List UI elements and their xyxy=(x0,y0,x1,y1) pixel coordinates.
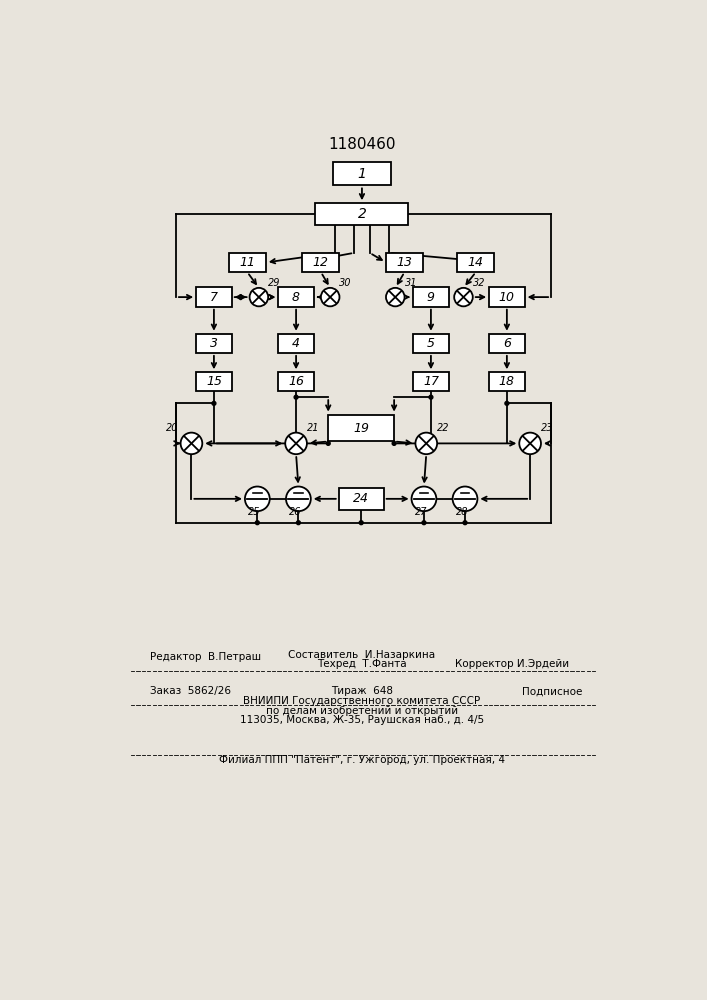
Circle shape xyxy=(359,521,363,525)
Bar xyxy=(489,287,525,307)
Text: Корректор И.Эрдейи: Корректор И.Эрдейи xyxy=(455,659,569,669)
Text: 5: 5 xyxy=(427,337,435,350)
Text: 6: 6 xyxy=(503,337,511,350)
Text: Составитель  И.Назаркина: Составитель И.Назаркина xyxy=(288,650,436,660)
Text: 13: 13 xyxy=(397,256,413,269)
Text: 15: 15 xyxy=(206,375,222,388)
Bar xyxy=(328,415,394,441)
Circle shape xyxy=(255,521,259,525)
Text: 30: 30 xyxy=(339,278,352,288)
Text: 27: 27 xyxy=(414,507,427,517)
Text: 9: 9 xyxy=(427,291,435,304)
Circle shape xyxy=(452,487,477,511)
Text: 18: 18 xyxy=(499,375,515,388)
Text: Техред  Т.Фанта: Техред Т.Фанта xyxy=(317,659,407,669)
Bar xyxy=(339,488,384,510)
Circle shape xyxy=(505,401,509,405)
Circle shape xyxy=(286,487,311,511)
Text: Редактор  В.Петраш: Редактор В.Петраш xyxy=(151,652,262,662)
Text: 25: 25 xyxy=(248,507,260,517)
Circle shape xyxy=(416,433,437,454)
Bar xyxy=(196,287,232,307)
Circle shape xyxy=(422,521,426,525)
Text: Заказ  5862/26: Заказ 5862/26 xyxy=(151,686,231,696)
Circle shape xyxy=(327,441,330,445)
Text: 17: 17 xyxy=(423,375,439,388)
Circle shape xyxy=(245,487,270,511)
Circle shape xyxy=(392,441,396,445)
Bar xyxy=(196,372,232,391)
Text: 32: 32 xyxy=(473,278,485,288)
Text: по делам изобретений и открытий: по делам изобретений и открытий xyxy=(266,706,458,716)
Text: 12: 12 xyxy=(313,256,329,269)
Bar xyxy=(413,334,449,353)
Bar xyxy=(333,162,391,185)
Text: 24: 24 xyxy=(354,492,369,505)
Text: 29: 29 xyxy=(268,278,281,288)
Text: 19: 19 xyxy=(354,422,369,434)
Bar xyxy=(315,203,409,225)
Circle shape xyxy=(212,401,216,405)
Text: 113035, Москва, Ж-35, Раушская наб., д. 4/5: 113035, Москва, Ж-35, Раушская наб., д. … xyxy=(240,715,484,725)
Circle shape xyxy=(429,395,433,399)
Circle shape xyxy=(463,521,467,525)
Circle shape xyxy=(411,487,436,511)
Circle shape xyxy=(386,288,404,306)
Text: 1180460: 1180460 xyxy=(328,137,396,152)
Bar xyxy=(196,334,232,353)
Circle shape xyxy=(519,433,541,454)
Text: 20: 20 xyxy=(165,423,178,433)
Text: 10: 10 xyxy=(499,291,515,304)
Bar xyxy=(489,372,525,391)
Circle shape xyxy=(296,521,300,525)
Bar xyxy=(279,334,314,353)
Bar xyxy=(386,253,423,272)
Text: 26: 26 xyxy=(289,507,302,517)
Text: 8: 8 xyxy=(292,291,300,304)
Bar xyxy=(279,287,314,307)
Text: Тираж  648: Тираж 648 xyxy=(331,686,393,696)
Bar xyxy=(413,372,449,391)
Text: 28: 28 xyxy=(456,507,468,517)
Text: ВНИИПИ Государственного комитета СССР: ВНИИПИ Государственного комитета СССР xyxy=(243,696,481,706)
Circle shape xyxy=(321,288,339,306)
Text: Подписное: Подписное xyxy=(522,686,583,696)
Bar xyxy=(457,253,494,272)
Bar xyxy=(279,372,314,391)
Text: 16: 16 xyxy=(288,375,304,388)
Circle shape xyxy=(180,433,202,454)
Bar xyxy=(303,253,339,272)
Bar xyxy=(489,334,525,353)
Circle shape xyxy=(454,288,473,306)
Bar xyxy=(228,253,266,272)
Circle shape xyxy=(294,395,298,399)
Text: 3: 3 xyxy=(210,337,218,350)
Text: 1: 1 xyxy=(358,167,366,181)
Text: 4: 4 xyxy=(292,337,300,350)
Circle shape xyxy=(250,288,268,306)
Text: 2: 2 xyxy=(358,207,366,221)
Text: 31: 31 xyxy=(404,278,417,288)
Circle shape xyxy=(285,433,307,454)
Text: Филиал ППП "Патент", г. Ужгород, ул. Проектная, 4: Филиал ППП "Патент", г. Ужгород, ул. Про… xyxy=(219,755,505,765)
Text: 23: 23 xyxy=(541,423,554,433)
Text: 21: 21 xyxy=(307,423,320,433)
Text: 22: 22 xyxy=(437,423,450,433)
Text: 11: 11 xyxy=(239,256,255,269)
Text: 14: 14 xyxy=(468,256,484,269)
Bar xyxy=(413,287,449,307)
Text: 7: 7 xyxy=(210,291,218,304)
